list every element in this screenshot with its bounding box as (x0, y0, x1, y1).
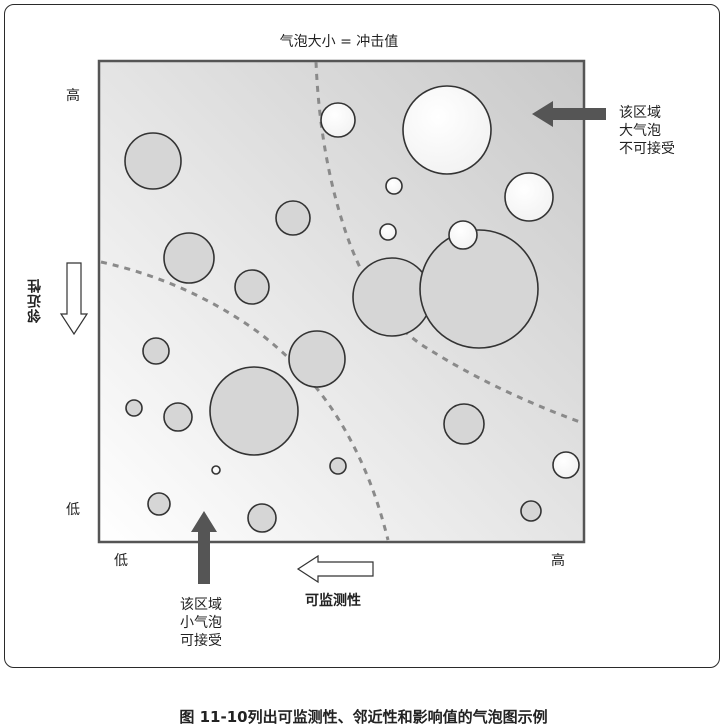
bubble (402, 85, 492, 175)
bubble (329, 457, 347, 475)
y-axis-low-label: 低 (66, 502, 80, 518)
chart-title: 气泡大小 = 冲击值 (279, 34, 399, 50)
bubble (379, 223, 397, 241)
x-axis-low-label: 低 (114, 553, 128, 569)
bubble (320, 102, 356, 138)
bubble (419, 229, 539, 349)
bubble (124, 132, 182, 190)
bubble (448, 220, 478, 250)
x-axis-label: 可监测性 (305, 593, 361, 609)
bubble (147, 492, 171, 516)
gray-bubbles (124, 132, 542, 533)
bubble (234, 269, 270, 305)
annotation-top-right: 该区域 大气泡 不可接受 (619, 105, 675, 157)
bubble (209, 366, 299, 456)
bubble (288, 330, 346, 388)
white-bubbles (211, 85, 580, 479)
bubble (163, 232, 215, 284)
figure-frame (4, 4, 720, 668)
bubble (125, 399, 143, 417)
hollow-arrow-left-icon (296, 554, 374, 584)
arrow-left-icon (532, 101, 606, 127)
bubble (352, 257, 432, 337)
bubble (385, 177, 403, 195)
x-axis-high-label: 高 (551, 553, 565, 569)
bubble (142, 337, 170, 365)
bubble (520, 500, 542, 522)
figure-caption: 图 11-10列出可监测性、邻近性和影响值的气泡图示例 (179, 708, 548, 726)
y-axis-label: 邻近性 (27, 278, 43, 323)
hollow-arrow-down-icon (59, 262, 89, 336)
y-axis-high-label: 高 (66, 88, 80, 104)
bubble (163, 402, 193, 432)
bubble (443, 403, 485, 445)
bubble (552, 451, 580, 479)
annotation-bottom: 该区域 小气泡 可接受 (180, 597, 222, 649)
bubble (275, 200, 311, 236)
arrow-up-icon (191, 511, 217, 584)
boundary-line-upper (314, 61, 581, 424)
bubble (247, 503, 277, 533)
bubble (504, 172, 554, 222)
bubble (211, 465, 221, 475)
